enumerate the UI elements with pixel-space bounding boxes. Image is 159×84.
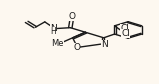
Text: N: N: [101, 40, 108, 49]
Text: H: H: [51, 27, 56, 36]
Text: Cl: Cl: [121, 29, 130, 38]
Text: N: N: [50, 24, 57, 33]
Text: O: O: [68, 12, 75, 21]
Text: Cl: Cl: [120, 24, 129, 33]
Text: Me: Me: [51, 39, 64, 48]
Text: O: O: [73, 43, 80, 52]
